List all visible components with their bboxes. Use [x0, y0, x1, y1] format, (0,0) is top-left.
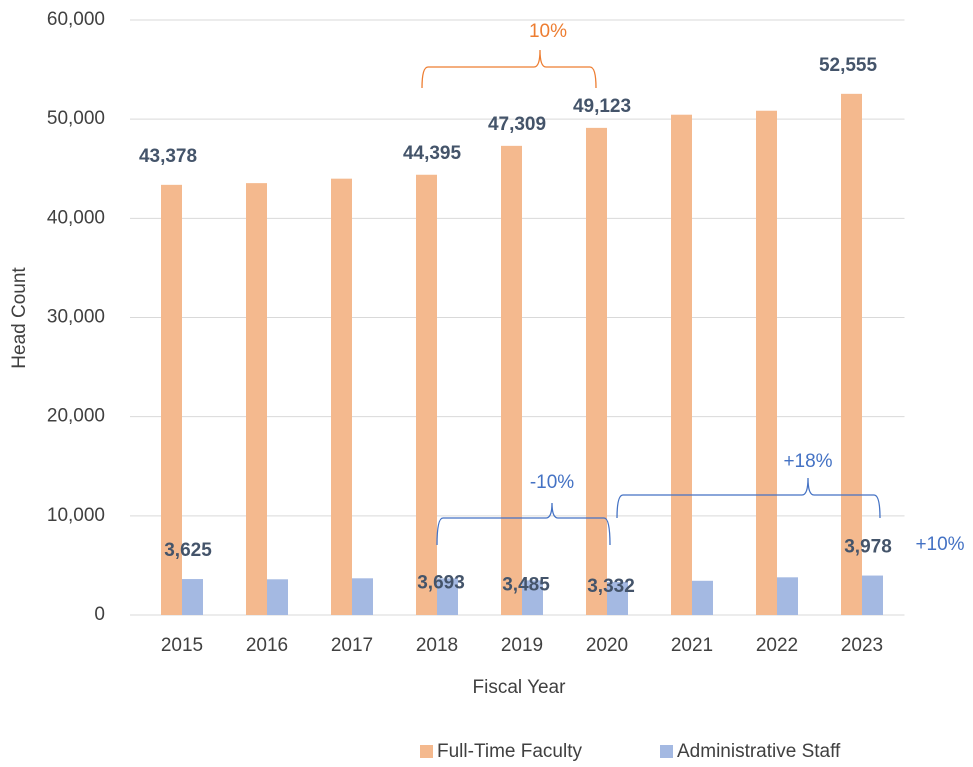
value-label: 3,485 — [502, 574, 550, 595]
bar — [671, 114, 692, 616]
bar — [586, 127, 607, 615]
bar — [352, 578, 373, 615]
annotation: +10% — [915, 534, 964, 555]
bar — [331, 178, 352, 615]
x-tick-label: 2023 — [841, 635, 883, 656]
x-tick-label: 2021 — [671, 635, 713, 656]
value-label: 49,123 — [573, 96, 631, 117]
x-tick-label: 2015 — [161, 635, 203, 656]
value-label: 52,555 — [819, 55, 878, 76]
x-tick-label: 2019 — [501, 635, 543, 656]
bar — [161, 184, 182, 615]
bar — [522, 580, 543, 615]
x-tick-label: 2016 — [246, 635, 288, 656]
bracket — [421, 49, 597, 89]
bar — [246, 183, 267, 616]
value-label: 3,978 — [844, 537, 892, 558]
y-axis-title: Head Count — [9, 267, 30, 369]
y-tick-label: 60,000 — [47, 9, 105, 30]
value-label: 44,395 — [403, 143, 462, 164]
bar — [437, 578, 458, 615]
y-tick-label: 0 — [94, 604, 105, 625]
annotation: -10% — [530, 472, 574, 493]
value-label: 3,693 — [417, 572, 465, 593]
x-tick-label: 2022 — [756, 635, 798, 656]
legend-swatch — [660, 745, 673, 758]
bar — [267, 579, 288, 615]
legend-label: Full-Time Faculty — [437, 741, 582, 762]
y-tick-label: 30,000 — [47, 307, 105, 328]
bracket — [436, 502, 611, 546]
annotation: +18% — [783, 451, 832, 472]
legend-label: Administrative Staff — [677, 741, 841, 762]
x-tick-label: 2017 — [331, 635, 373, 656]
value-label: 47,309 — [488, 114, 546, 135]
bar — [756, 110, 777, 616]
legend-swatch — [420, 745, 433, 758]
value-label: 3,332 — [587, 576, 635, 597]
bracket — [616, 477, 881, 519]
y-tick-label: 50,000 — [47, 108, 105, 129]
bar — [607, 581, 628, 615]
x-tick-label: 2020 — [586, 635, 628, 656]
bar — [841, 93, 862, 615]
bar — [501, 145, 522, 615]
bar — [692, 580, 713, 615]
y-tick-label: 10,000 — [47, 505, 105, 526]
x-tick-label: 2018 — [416, 635, 458, 656]
bar — [777, 577, 798, 615]
value-label: 3,625 — [164, 540, 212, 561]
x-axis-title: Fiscal Year — [473, 677, 567, 698]
bar — [416, 174, 437, 616]
bar — [182, 579, 203, 615]
value-label: 43,378 — [139, 146, 197, 167]
y-tick-label: 40,000 — [47, 207, 105, 228]
y-tick-label: 20,000 — [47, 406, 105, 427]
annotation: 10% — [529, 21, 567, 42]
bar — [862, 575, 883, 615]
